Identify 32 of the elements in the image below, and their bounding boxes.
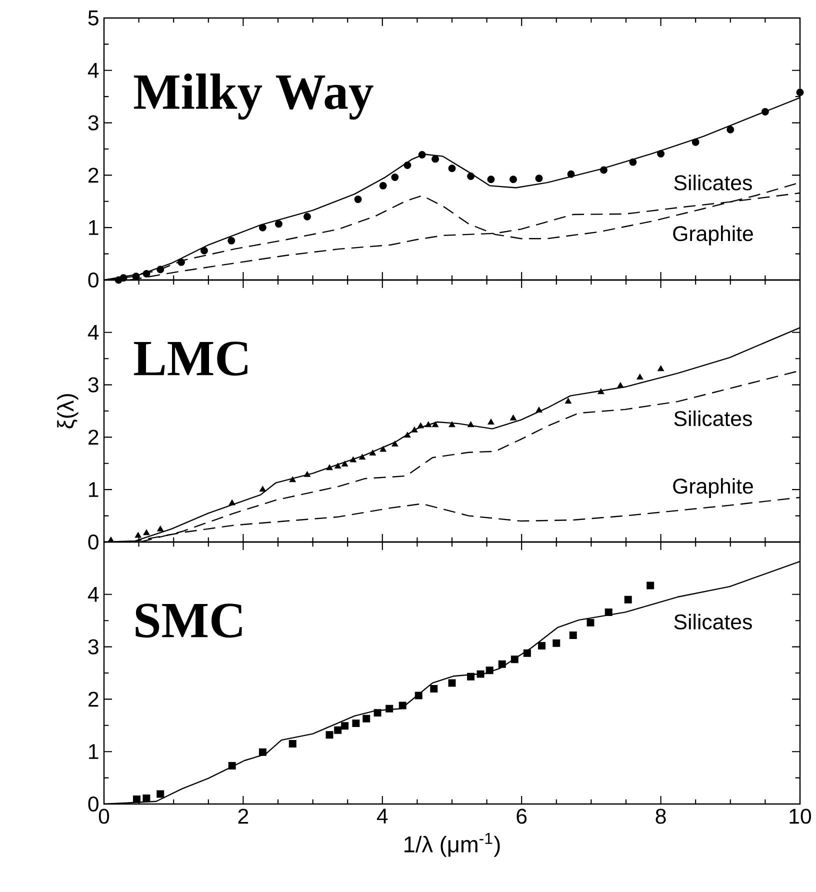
y-tick-label: 3 <box>88 639 98 654</box>
y-tick-label: 1 <box>89 744 98 759</box>
x-tick-label: 10 <box>790 808 812 824</box>
annotation: Graphite <box>673 478 753 498</box>
y-tick-label: 4 <box>88 63 99 78</box>
y-tick-label: 1 <box>89 482 98 497</box>
annotation: Graphite <box>673 226 753 246</box>
annotation: Silicates <box>674 174 752 190</box>
text: Milky Way <box>134 74 374 120</box>
y-tick-label: 0 <box>88 272 98 288</box>
annotation: Silicates <box>674 614 752 630</box>
x-tick-label: 0 <box>98 808 110 824</box>
y-tick-label: 3 <box>88 377 98 392</box>
y-tick-label: 4 <box>88 587 99 602</box>
y-tick-label: 0 <box>88 796 98 812</box>
x-tick-label: 4 <box>376 808 388 824</box>
y-tick-label: 2 <box>88 430 98 445</box>
x-axis-title: 1/λ (μm$^{-1}$) <box>404 832 500 857</box>
x-tick-label: 8 <box>656 808 666 824</box>
text: LMC <box>134 342 248 376</box>
y-tick-label: 1 <box>89 220 98 235</box>
x-tick-label: 6 <box>516 808 527 824</box>
y-tick-label: 2 <box>88 692 98 707</box>
y-tick-label: 4 <box>88 325 99 340</box>
y-tick-label: 0 <box>88 534 98 550</box>
y-tick-label: 2 <box>88 168 98 183</box>
y-tick-label: 3 <box>88 115 98 130</box>
annotation: Silicates <box>674 410 752 426</box>
y-tick-label: 5 <box>88 10 98 26</box>
x-tick-label: 2 <box>238 808 248 824</box>
text: SMC <box>136 604 242 638</box>
y-axis-title: ξ(λ) <box>57 394 78 428</box>
